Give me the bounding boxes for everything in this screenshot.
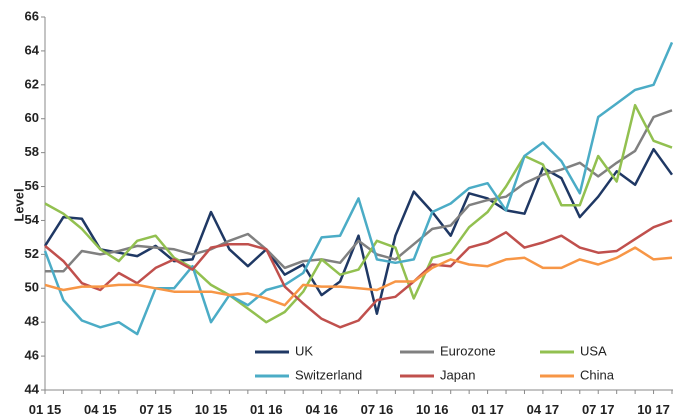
y-tick-label: 62 [25, 76, 39, 91]
y-tick-label: 44 [25, 381, 40, 396]
y-tick-label: 56 [25, 178, 39, 193]
y-tick-label: 64 [25, 42, 40, 57]
legend-label: USA [580, 343, 607, 358]
x-tick-label: 04 17 [527, 402, 560, 415]
x-tick-label: 01 17 [471, 402, 504, 415]
x-tick-label: 07 17 [582, 402, 615, 415]
series-line [43, 41, 673, 336]
series-line [44, 219, 673, 329]
y-tick-label: 52 [25, 246, 39, 261]
x-tick-label: 04 15 [84, 402, 117, 415]
legend-box [250, 340, 650, 388]
x-tick-label: 10 17 [637, 402, 670, 415]
legend-label: Eurozone [440, 343, 496, 358]
x-tick-label: 01 16 [250, 402, 283, 415]
series-line [44, 103, 673, 324]
series-line [43, 147, 673, 315]
legend-label: Switzerland [295, 367, 362, 382]
y-tick-label: 46 [25, 348, 39, 363]
x-tick-label: 04 16 [305, 402, 338, 415]
x-tick-label: 07 16 [361, 402, 394, 415]
y-tick-label: 50 [25, 280, 39, 295]
x-tick-label: 10 15 [195, 402, 228, 415]
y-tick-label: 66 [25, 8, 39, 23]
y-tick-label: 54 [25, 212, 40, 227]
legend-label: Japan [440, 367, 475, 382]
x-tick-label: 01 15 [29, 402, 62, 415]
legend-label: UK [295, 343, 313, 358]
series-line [45, 109, 673, 273]
y-tick-label: 60 [25, 110, 39, 125]
x-tick-label: 07 15 [139, 402, 172, 415]
y-tick-label: 58 [25, 144, 39, 159]
y-axis-label: Level [11, 188, 26, 221]
legend-label: China [580, 367, 615, 382]
x-tick-label: 10 16 [416, 402, 449, 415]
y-tick-label: 48 [25, 314, 39, 329]
series-line [44, 246, 673, 307]
